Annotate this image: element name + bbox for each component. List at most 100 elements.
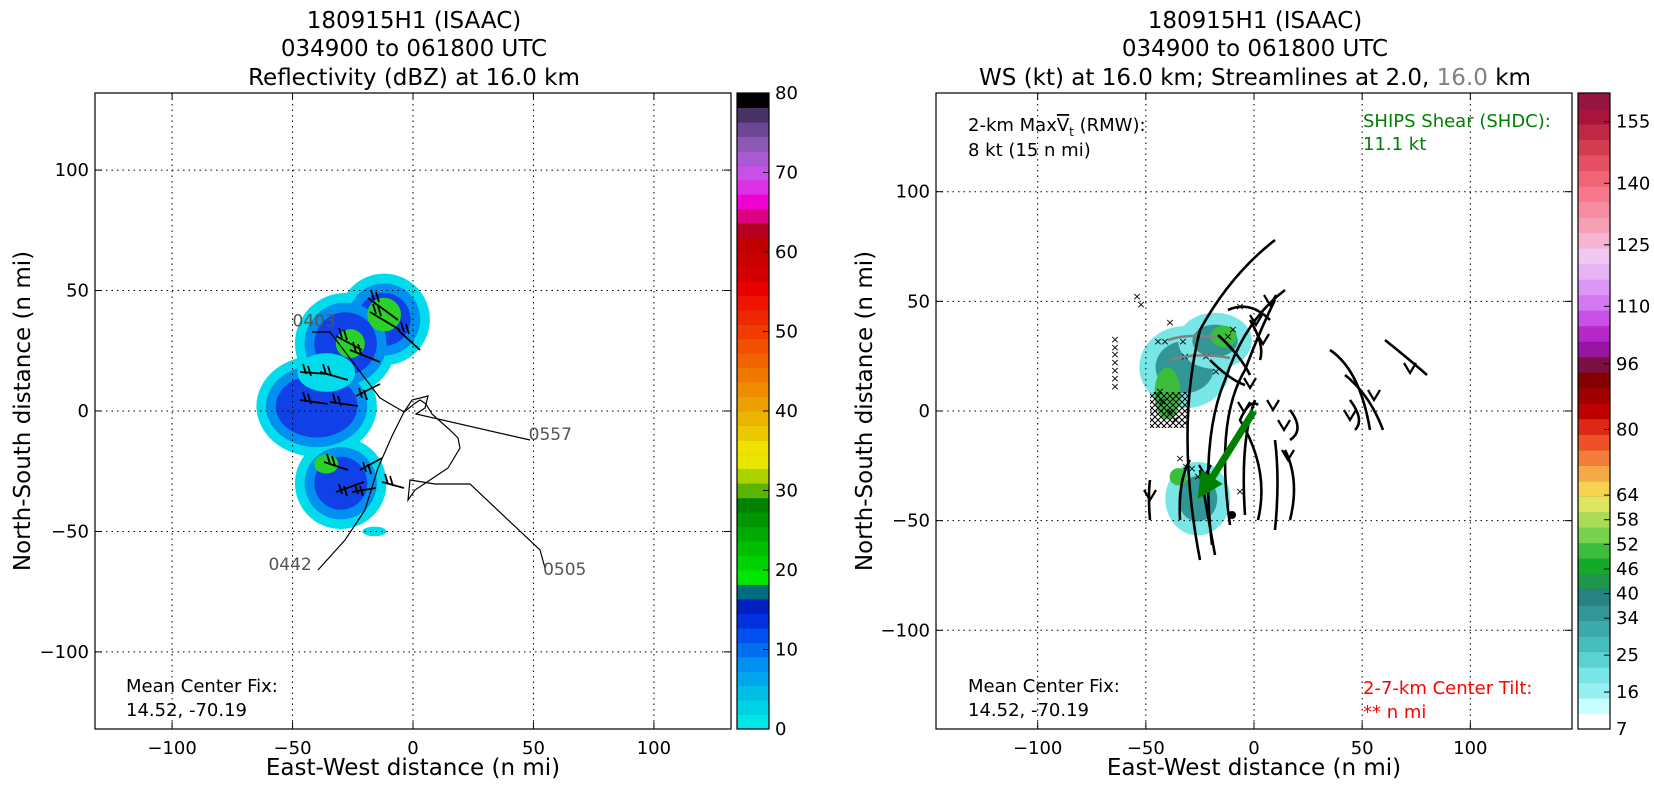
colorbar-swatch [737, 295, 769, 311]
colorbar-swatch [737, 309, 769, 325]
colorbar-swatch [1578, 201, 1610, 218]
barb-flag [370, 289, 375, 301]
colorbar-tick-label: 64 [1616, 485, 1639, 506]
colorbar-swatch [737, 642, 769, 658]
left-title-line1: 180915H1 (ISAAC) [307, 8, 522, 34]
center-fix-mark: × [1193, 470, 1202, 483]
colorbar-swatch [1578, 387, 1610, 404]
streamline [1217, 334, 1252, 376]
shear-vector-head [1197, 469, 1223, 499]
streamline [1329, 348, 1372, 431]
colorbar-swatch [737, 223, 769, 239]
wind-barbs [299, 289, 421, 497]
track-time-label: 0403 [293, 312, 336, 332]
left-title: 180915H1 (ISAAC) 034900 to 061800 UTC Re… [248, 8, 580, 91]
streamline [1283, 449, 1296, 521]
center-fix-mark: × [1175, 452, 1184, 465]
barb-flag [327, 365, 332, 377]
left-center-fix-value: 14.52, -70.19 [126, 700, 247, 721]
barb-flag [307, 365, 312, 377]
streamline [1178, 459, 1192, 521]
center-fix-mark: × [1155, 385, 1164, 398]
right-title-line3-gray: 16.0 [1437, 65, 1488, 91]
colorbar-swatch [737, 367, 769, 383]
center-fix-mark: × [1211, 365, 1220, 378]
wind-speed-colorbar: 7 16 25 34 40 46 52 58 64 80 96 110 125 140 155 [1577, 92, 1650, 740]
colorbar-swatch [1578, 325, 1610, 342]
barb-shaft [351, 487, 377, 493]
colorbar-tick-label: 80 [775, 83, 798, 104]
colorbar-swatch [1578, 403, 1610, 420]
colorbar-swatch [737, 121, 769, 137]
streamline-arrow [1367, 389, 1381, 403]
colorbar-swatch [737, 671, 769, 687]
x-tick-label: 100 [637, 738, 671, 759]
barb-flag [367, 463, 372, 475]
colorbar-swatch [1578, 573, 1610, 590]
barb-flag [389, 475, 394, 487]
colorbar-swatch [1578, 434, 1610, 451]
barb-flag [338, 483, 343, 495]
colorbar-swatch [737, 483, 769, 499]
streamline [1344, 373, 1385, 431]
x-tick-label: 50 [522, 738, 545, 759]
colorbar-tick-label: 46 [1616, 559, 1639, 580]
echo-core [275, 374, 358, 438]
barb-flag [307, 393, 312, 405]
left-plot-frame [94, 92, 732, 730]
colorbar-swatch [1578, 527, 1610, 544]
colorbar-tick-label: 25 [1616, 645, 1639, 666]
left-y-ticks: −100 −50 0 50 100 [40, 160, 731, 663]
streamline [1209, 359, 1246, 387]
x-tick-label: −50 [1127, 738, 1165, 759]
colorbar-swatch [1578, 93, 1610, 110]
rmw-symbol: V [1057, 115, 1070, 136]
colorbar-tick-label: 10 [775, 640, 798, 661]
colorbar-swatch [737, 353, 769, 369]
colorbar-swatch [737, 468, 769, 484]
hatched-region [1150, 392, 1188, 428]
colorbar-tick-label: 20 [775, 560, 798, 581]
right-plot: ×××××××××××××××××××××××××××× −100−500501… [852, 92, 1573, 781]
streamline-arrow [1243, 377, 1257, 391]
right-title-line3-suffix: km [1488, 65, 1531, 91]
rmw-suffix: (RMW): [1074, 115, 1146, 136]
colorbar-swatch [1578, 186, 1610, 203]
colorbar-swatch [737, 107, 769, 123]
colorbar-swatch [737, 439, 769, 455]
streamline-arrow [1256, 333, 1270, 347]
colorbar-swatch [737, 512, 769, 528]
center-fix-mark: × [1136, 298, 1145, 311]
barb-flag [302, 363, 307, 375]
colorbar-tick-label: 96 [1616, 354, 1639, 375]
reflectivity-colorbar: 0 10 20 30 40 50 60 70 80 [736, 83, 798, 740]
gray-streamline [1167, 334, 1217, 342]
streamline-arrow [1266, 399, 1280, 413]
right-title-line2: 034900 to 061800 UTC [1122, 36, 1388, 62]
colorbar-swatch [737, 685, 769, 701]
colorbar-swatch [1578, 418, 1610, 435]
y-tick-label: 0 [919, 401, 930, 422]
colorbar-tick-label: 30 [775, 481, 798, 502]
barb-flag [332, 393, 337, 405]
colorbar-swatch [1578, 604, 1610, 621]
center-fix-mark: × [1187, 462, 1196, 475]
colorbar-swatch [1578, 356, 1610, 373]
colorbar-swatch [737, 165, 769, 181]
barb-shaft [359, 457, 383, 471]
colorbar-swatch [737, 237, 769, 253]
center-fix-mark: × [1110, 356, 1119, 369]
colorbar-swatch [737, 425, 769, 441]
colorbar-swatch [737, 570, 769, 585]
shear-vector-shaft [1204, 409, 1257, 487]
colorbar-swatch [737, 266, 769, 282]
barb-flag [405, 323, 410, 335]
track-time-label: 0442 [268, 555, 311, 575]
colorbar-swatch [737, 208, 769, 224]
streamline-arrow [1281, 449, 1295, 463]
streamline [1288, 409, 1299, 442]
center-fix-mark: × [1165, 316, 1174, 329]
reflectivity-echoes [256, 273, 430, 537]
center-fix-mark: × [1153, 335, 1162, 348]
colorbar-tick-label: 155 [1616, 112, 1650, 133]
